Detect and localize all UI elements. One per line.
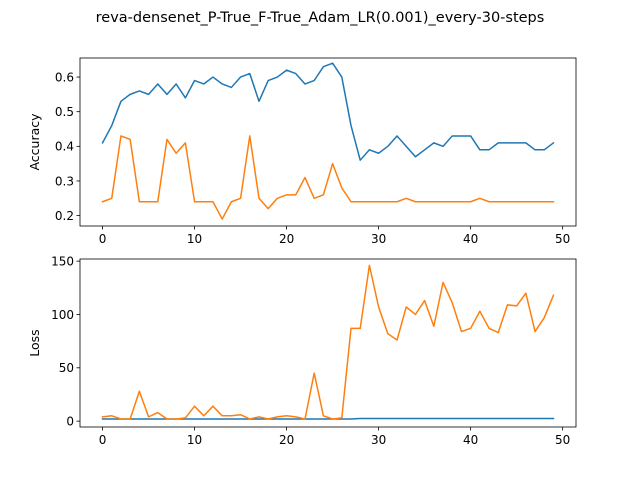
accuracy-x-tick-label: 30 xyxy=(371,232,386,246)
figure-title: reva-densenet_P-True_F-True_Adam_LR(0.00… xyxy=(96,10,545,26)
loss-axis-label: Loss xyxy=(27,329,42,356)
loss-x-tick-label: 10 xyxy=(187,433,202,447)
loss-series-2-line xyxy=(101,264,555,420)
accuracy-x-tick-label: 0 xyxy=(99,232,107,246)
loss-x-tick-label: 30 xyxy=(371,433,386,447)
loss-x-tick-label: 50 xyxy=(555,433,570,447)
loss-x-tick-label: 20 xyxy=(279,433,294,447)
accuracy-series-2-line xyxy=(101,135,555,220)
accuracy-y-tick-label: 0.2 xyxy=(55,209,74,223)
loss-x-tick-label: 0 xyxy=(99,433,107,447)
accuracy-x-tick-label: 50 xyxy=(555,232,570,246)
accuracy-x-tick-label: 40 xyxy=(463,232,478,246)
loss-x-tick-label: 40 xyxy=(463,433,478,447)
accuracy-x-tick-label: 20 xyxy=(279,232,294,246)
loss-y-tick-label: 150 xyxy=(51,254,74,268)
loss-axes-frame xyxy=(79,258,577,428)
loss-y-tick-label: 50 xyxy=(59,361,74,375)
accuracy-y-tick-label: 0.5 xyxy=(55,105,74,119)
accuracy-plot: Accuracy 0 10 20 30 40 50 0.2 0.3 0.4 0.5 0.6 xyxy=(27,57,577,246)
accuracy-x-tick-label: 10 xyxy=(187,232,202,246)
accuracy-y-tick-label: 0.4 xyxy=(55,140,74,154)
accuracy-y-tick-label: 0.6 xyxy=(55,70,74,84)
accuracy-y-tick-label: 0.3 xyxy=(55,174,74,188)
accuracy-axis-label: Accuracy xyxy=(27,113,42,171)
accuracy-series-1-line xyxy=(101,62,555,161)
loss-y-tick-label: 0 xyxy=(66,414,74,428)
loss-plot: Loss 0 10 20 30 40 50 0 50 100 150 xyxy=(27,254,577,447)
accuracy-axes-frame xyxy=(79,57,577,227)
loss-y-tick-label: 100 xyxy=(51,308,74,322)
